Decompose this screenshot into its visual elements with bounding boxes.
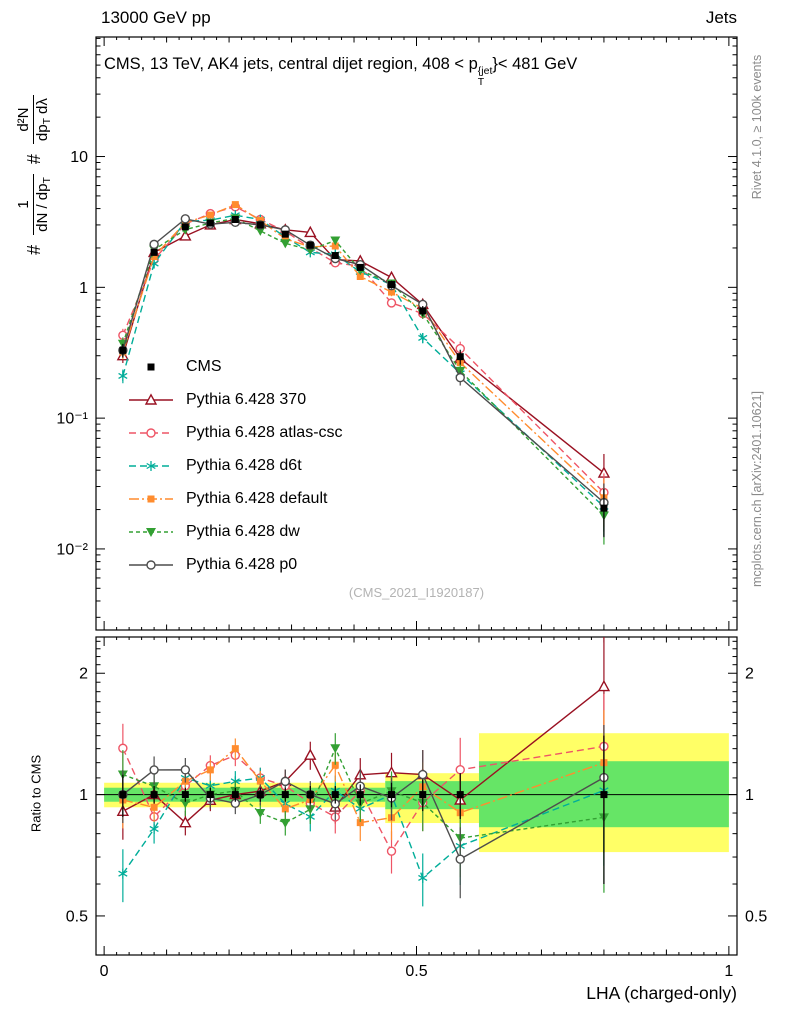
svg-text:10: 10 (70, 149, 88, 166)
x-axis-label: LHA (charged-only) (586, 983, 737, 1003)
legend-marker-cms (147, 363, 155, 370)
observable-group-label: Jets (705, 8, 737, 27)
plot-title-tail: }< 481 GeV (492, 55, 578, 73)
legend-marker-pythia-6-428-atlas-csc (129, 427, 173, 438)
series-cms (119, 216, 608, 538)
ratio-axis-label: Ratio to CMS (28, 754, 44, 833)
legend-marker-pythia-6-428-p0 (129, 559, 173, 570)
legend: CMS Pythia 6.428 370 Pythia 6.428 atlas-cs… (128, 350, 343, 581)
den-text: dN / dp (33, 183, 51, 232)
den-subscript: T (40, 177, 53, 184)
legend-marker-pythia-6-428-370 (129, 392, 173, 405)
plot-title-supsub: {jet T (477, 65, 493, 89)
legend-item-pythia-6-428-370: Pythia 6.428 370 (128, 383, 343, 416)
mcplots-reference-note: mcplots.cern.ch [arXiv:2401.10621] (750, 391, 764, 587)
svg-text:1: 1 (724, 963, 733, 980)
plot-title-text: CMS, 13 TeV, AK4 jets, central dijet reg… (104, 55, 478, 73)
plot-title: CMS, 13 TeV, AK4 jets, central dijet reg… (104, 55, 729, 88)
legend-label: Pythia 6.428 370 (186, 390, 307, 408)
ratio-cms-points (119, 735, 608, 885)
fraction-denominator: dpTdλ (34, 95, 54, 144)
beam-energy-label: 13000 GeV pp (101, 8, 211, 27)
ratio-pythia-6-428-atlas-csc (118, 693, 609, 874)
tick-labels: 10 1 10⁻¹ 10⁻² 0.5 0.5 1 1 2 2 0 0.5 1 (56, 149, 767, 980)
rivet-version-note: Rivet 4.1.0, ≥ 100k events (750, 54, 764, 200)
svg-text:0: 0 (100, 963, 109, 980)
ratio-series (116, 637, 611, 907)
plot-title-sup: {jet (477, 65, 493, 77)
legend-item-pythia-6-428-p0: Pythia 6.428 p0 (128, 548, 343, 581)
svg-text:2: 2 (745, 666, 754, 683)
svg-text:1: 1 (745, 787, 754, 804)
y-axis-label: # 1 dN / dpT # d²N dpTdλ (0, 20, 69, 330)
legend-item-pythia-6-428-atlas-csc: Pythia 6.428 atlas-csc (128, 416, 343, 449)
main-series (116, 201, 611, 545)
legend-item-cms: CMS (128, 350, 343, 383)
svg-text:0.5: 0.5 (66, 908, 88, 925)
legend-item-pythia-6-428-d6t: Pythia 6.428 d6t (128, 449, 343, 482)
legend-item-pythia-6-428-default: Pythia 6.428 default (128, 482, 343, 515)
svg-text:1: 1 (79, 280, 88, 297)
analysis-id-watermark: (CMS_2021_I1920187) (348, 585, 485, 600)
plot-title-sub: T (477, 76, 485, 89)
fraction-numerator: d²N (14, 95, 34, 145)
fraction-denominator: dN / dpT (34, 174, 54, 235)
fraction-numerator: 1 (14, 174, 34, 235)
ratio-panel-frame (95, 636, 738, 956)
svg-text:1: 1 (79, 787, 88, 804)
main-panel-frame (95, 36, 738, 631)
legend-label: Pythia 6.428 atlas-csc (186, 423, 343, 441)
den-text: dp (33, 124, 51, 142)
svg-text:2: 2 (79, 666, 88, 683)
legend-marker-pythia-6-428-d6t (129, 460, 173, 471)
legend-label: CMS (186, 357, 222, 375)
legend-label: Pythia 6.428 dw (186, 522, 300, 540)
svg-text:10⁻¹: 10⁻¹ (56, 411, 88, 428)
svg-text:10⁻²: 10⁻² (56, 541, 88, 558)
legend-label: Pythia 6.428 d6t (186, 456, 302, 474)
y-axis-label-fraction-2: d²N dpTdλ (14, 95, 54, 145)
legend-label: Pythia 6.428 p0 (186, 555, 298, 573)
svg-text:0.5: 0.5 (405, 963, 427, 980)
y-axis-label-hash-2: # (23, 154, 44, 165)
y-axis-label-hash-1: # (23, 244, 44, 255)
den-subscript: T (40, 117, 53, 125)
legend-marker-pythia-6-428-dw (129, 527, 173, 537)
legend-label: Pythia 6.428 default (186, 489, 328, 507)
den-text-2: dλ (33, 98, 51, 114)
y-axis-label-fraction-1: 1 dN / dpT (14, 174, 54, 235)
svg-text:0.5: 0.5 (745, 908, 767, 925)
legend-marker-pythia-6-428-default (129, 495, 173, 502)
legend-item-pythia-6-428-dw: Pythia 6.428 dw (128, 515, 343, 548)
